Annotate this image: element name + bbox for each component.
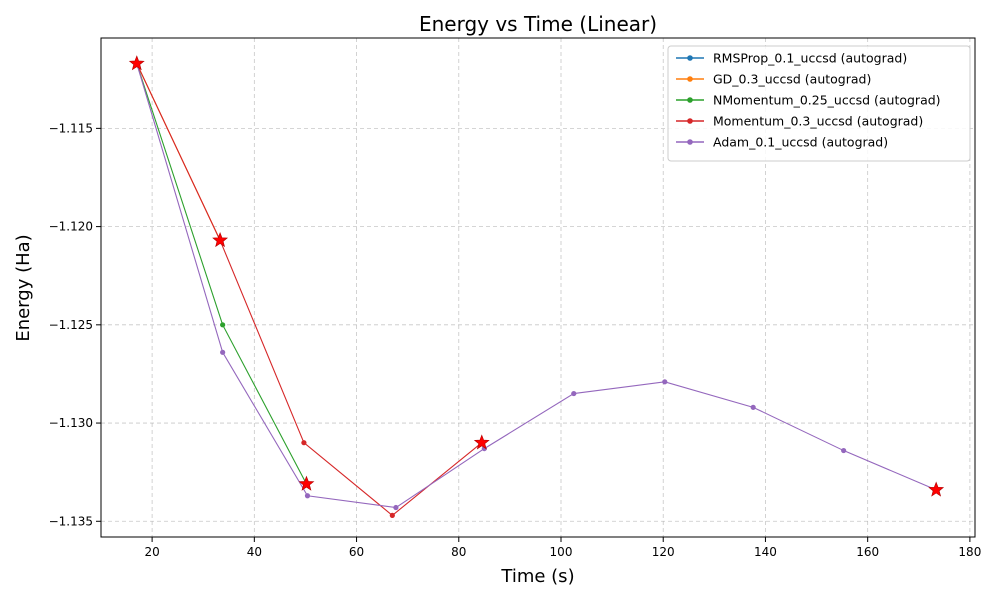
best-point-star-marker [128, 55, 145, 71]
x-tick-label: 160 [856, 545, 879, 559]
x-tick-label: 120 [652, 545, 675, 559]
x-axis-label: Time (s) [500, 566, 574, 587]
legend-swatch-marker [687, 76, 693, 82]
chart-title: Energy vs Time (Linear) [419, 12, 657, 36]
x-tick-label: 20 [144, 545, 159, 559]
legend-entry: NMomentum_0.25_uccsd (autograd) [676, 93, 941, 108]
data-point [571, 390, 577, 397]
best-point-star-marker [212, 232, 229, 248]
legend-swatch-marker [687, 118, 693, 124]
y-tick-label: −1.115 [49, 121, 93, 135]
data-point [389, 512, 395, 518]
x-tick-label: 180 [958, 545, 981, 559]
data-point [393, 504, 399, 511]
data-point [750, 404, 756, 410]
legend-label: RMSProp_0.1_uccsd (autograd) [713, 51, 907, 66]
best-point-star-marker [298, 475, 315, 491]
x-tick-label: 140 [754, 545, 777, 559]
legend-entry: Adam_0.1_uccsd (autograd) [676, 135, 888, 150]
legend-label: Momentum_0.3_uccsd (autograd) [713, 114, 923, 129]
y-tick-label: −1.135 [49, 514, 93, 528]
y-tick-label: −1.120 [49, 220, 93, 234]
y-tick-label: −1.130 [49, 416, 93, 430]
legend-swatch-marker [687, 55, 693, 61]
best-point-star-marker [928, 481, 945, 497]
legend-entry: GD_0.3_uccsd (autograd) [676, 72, 871, 87]
data-point [301, 440, 307, 446]
x-tick-label: 60 [349, 545, 364, 559]
plot-area-frame [100, 37, 976, 538]
best-point-markers [128, 55, 945, 497]
grid-lines [101, 38, 975, 537]
data-point [220, 349, 226, 355]
data-point [662, 379, 668, 385]
axis-ticks: 20 40 60 80 100 120 140 160 180 −1.135 −1.130 −1.12… [49, 121, 982, 559]
legend-label: Adam_0.1_uccsd (autograd) [713, 135, 888, 150]
x-tick-label: 40 [247, 545, 262, 559]
legend: RMSProp_0.1_uccsd (autograd) GD_0.3_uccsd… [667, 45, 971, 162]
legend-swatch-marker [687, 97, 693, 103]
y-axis-label: Energy (Ha) [13, 234, 34, 341]
best-point-star-marker [473, 434, 490, 450]
y-tick-label: −1.125 [49, 318, 93, 332]
legend-label: GD_0.3_uccsd (autograd) [713, 72, 871, 87]
legend-label: NMomentum_0.25_uccsd (autograd) [713, 93, 941, 108]
x-tick-label: 80 [451, 545, 466, 559]
legend-box [667, 45, 971, 162]
data-point [220, 322, 226, 328]
x-tick-label: 100 [550, 545, 573, 559]
data-point [841, 447, 847, 454]
legend-swatch-marker [687, 139, 693, 145]
legend-entry: Momentum_0.3_uccsd (autograd) [676, 114, 923, 129]
series-line [136, 63, 937, 509]
legend-entry: RMSProp_0.1_uccsd (autograd) [676, 51, 907, 66]
data-point [304, 493, 311, 499]
